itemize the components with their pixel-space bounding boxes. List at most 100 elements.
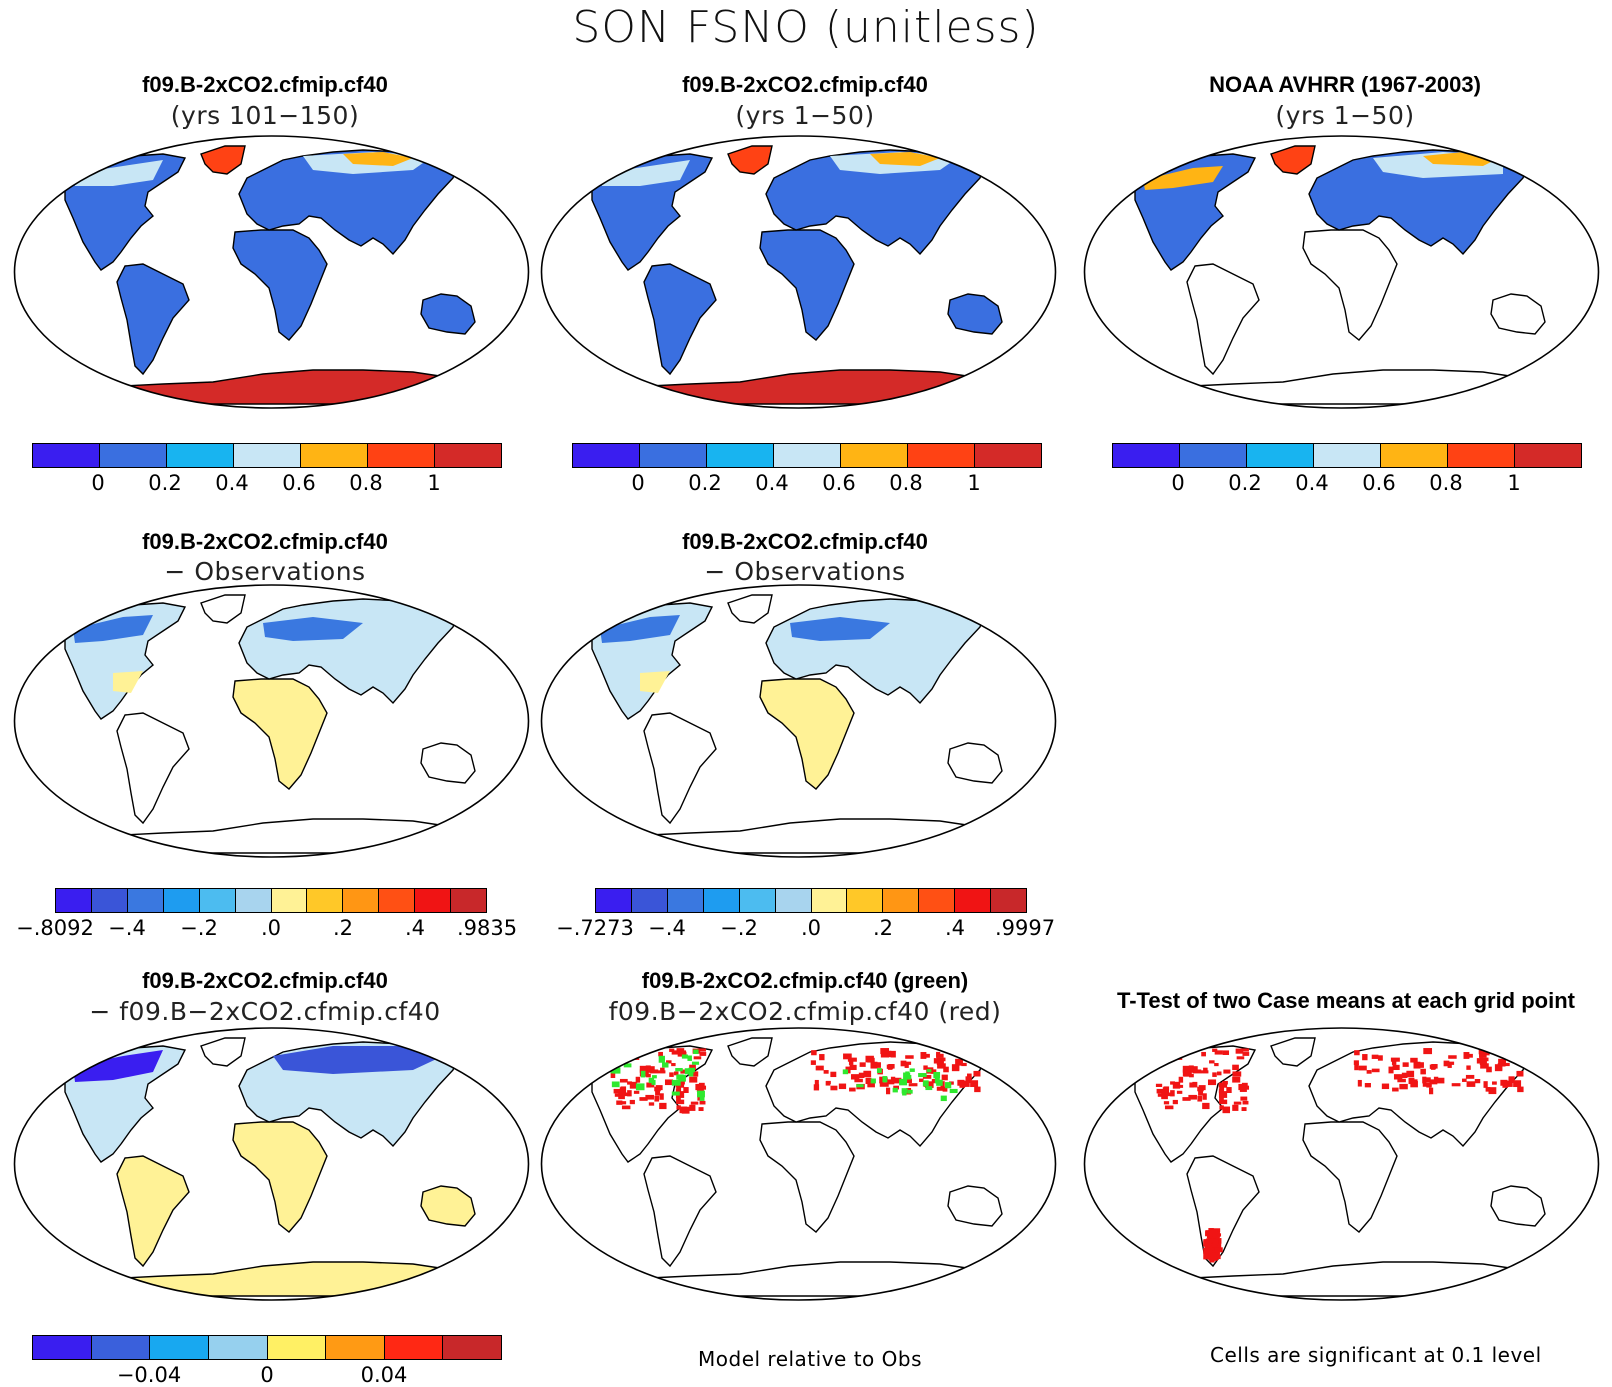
grid-cell [1466, 1065, 1471, 1070]
grid-cell [892, 1087, 898, 1093]
cbar3-tick-4: 0.8 [1429, 471, 1463, 495]
grid-cell [1411, 1079, 1418, 1083]
grid-cell [863, 1070, 872, 1078]
grid-cell [689, 1076, 698, 1083]
grid-cell [1485, 1087, 1491, 1092]
continent-antarctica [91, 818, 485, 854]
grid-cell [1479, 1059, 1487, 1066]
continent-greenland [1270, 1037, 1316, 1067]
grid-cell [901, 1088, 908, 1094]
grid-cell [940, 1095, 947, 1102]
grid-cell [924, 1082, 934, 1088]
cbar3-tick-1: 0.2 [1228, 471, 1262, 495]
grid-cell [900, 1060, 907, 1067]
grid-cell [619, 1053, 628, 1060]
colorbar-swatch [443, 1336, 501, 1359]
continent-eurasia [1308, 149, 1529, 256]
grid-cell [873, 1062, 881, 1068]
diff-band [640, 671, 670, 693]
grid-cell [1504, 1080, 1513, 1087]
grid-cell [918, 1073, 927, 1078]
cbar1-tick-0: 0 [91, 471, 105, 495]
grid-cell [1392, 1087, 1399, 1092]
grid-cell [886, 1079, 895, 1085]
grid-cell [1354, 1050, 1360, 1056]
grid-cell [1204, 1242, 1212, 1246]
grid-cell [1240, 1096, 1248, 1101]
grid-cell [1162, 1053, 1171, 1060]
cbar4-tick-4: .2 [332, 916, 354, 940]
grid-cell [699, 1095, 705, 1101]
grid-cell [867, 1081, 875, 1088]
grid-cell [675, 1067, 683, 1072]
grid-cell [1241, 1107, 1247, 1112]
grid-cell [1462, 1078, 1467, 1082]
cbar5-tick-1: −.4 [648, 916, 686, 940]
continent-australia [947, 742, 1003, 784]
grid-cell [671, 1063, 676, 1067]
grid-cell [678, 1074, 686, 1082]
grid-cell [613, 1088, 622, 1094]
grid-cell [1202, 1093, 1207, 1100]
grid-cell [1443, 1060, 1450, 1067]
cbar3-tick-5: 1 [1507, 471, 1521, 495]
colorbar-swatch [908, 444, 975, 467]
continent-africa [232, 1121, 328, 1233]
cbar2-tick-5: 1 [967, 471, 981, 495]
continent-antarctica [1161, 369, 1555, 405]
grid-cell [854, 1078, 863, 1083]
colorbar-swatch [56, 889, 92, 912]
grid-cell [635, 1083, 645, 1091]
grid-cell [955, 1058, 963, 1066]
grid-cell [645, 1094, 654, 1100]
world-map [540, 1027, 1057, 1301]
cbar6-tick-0: −0.04 [116, 1363, 182, 1387]
grid-cell [842, 1069, 849, 1075]
colorbar-swatch [991, 889, 1027, 912]
grid-cell [1203, 1240, 1208, 1247]
colorbar-swatch [208, 1336, 268, 1359]
grid-cell [856, 1084, 864, 1088]
continent-sa [643, 1155, 717, 1268]
world-map [1083, 1027, 1600, 1301]
grid-cell [1381, 1083, 1390, 1090]
cbar2-tick-2: 0.4 [755, 471, 789, 495]
grid-cell [967, 1053, 977, 1060]
grid-cell [1429, 1079, 1438, 1085]
grid-cell [814, 1079, 819, 1087]
grid-cell [658, 1055, 665, 1063]
grid-cell [1157, 1093, 1163, 1097]
map-panel-6 [13, 1026, 530, 1302]
grid-cell [635, 1076, 641, 1083]
grid-cell [858, 1072, 865, 1079]
grid-cell [664, 1079, 674, 1086]
colorbar-swatch [301, 444, 368, 467]
world-map [13, 584, 530, 858]
grid-cell [623, 1063, 632, 1068]
grid-cell [1238, 1083, 1244, 1091]
grid-cell [1189, 1073, 1194, 1078]
continent-antarctica [1161, 1261, 1555, 1297]
grid-cell [885, 1087, 891, 1095]
grid-cell [919, 1078, 924, 1082]
grid-cell [673, 1071, 679, 1076]
grid-cell [1212, 1250, 1220, 1257]
grid-cell [611, 1081, 620, 1088]
grid-cell [1214, 1247, 1223, 1253]
grid-cell [1197, 1095, 1203, 1102]
grid-cell [696, 1088, 704, 1092]
continent-greenland [727, 1037, 773, 1067]
colorbar-swatch [1113, 444, 1180, 467]
colorbar-swatch [847, 889, 884, 912]
grid-cell [922, 1080, 929, 1087]
continent-eurasia [238, 149, 459, 256]
grid-cell [620, 1101, 627, 1105]
continent-australia [947, 293, 1003, 335]
grid-cell [1420, 1068, 1426, 1075]
grid-cell [1209, 1060, 1215, 1064]
grid-cell [1399, 1083, 1408, 1090]
grid-cell [659, 1102, 667, 1110]
grid-cell [830, 1085, 838, 1091]
grid-cell [936, 1053, 944, 1058]
grid-cell [655, 1088, 661, 1096]
